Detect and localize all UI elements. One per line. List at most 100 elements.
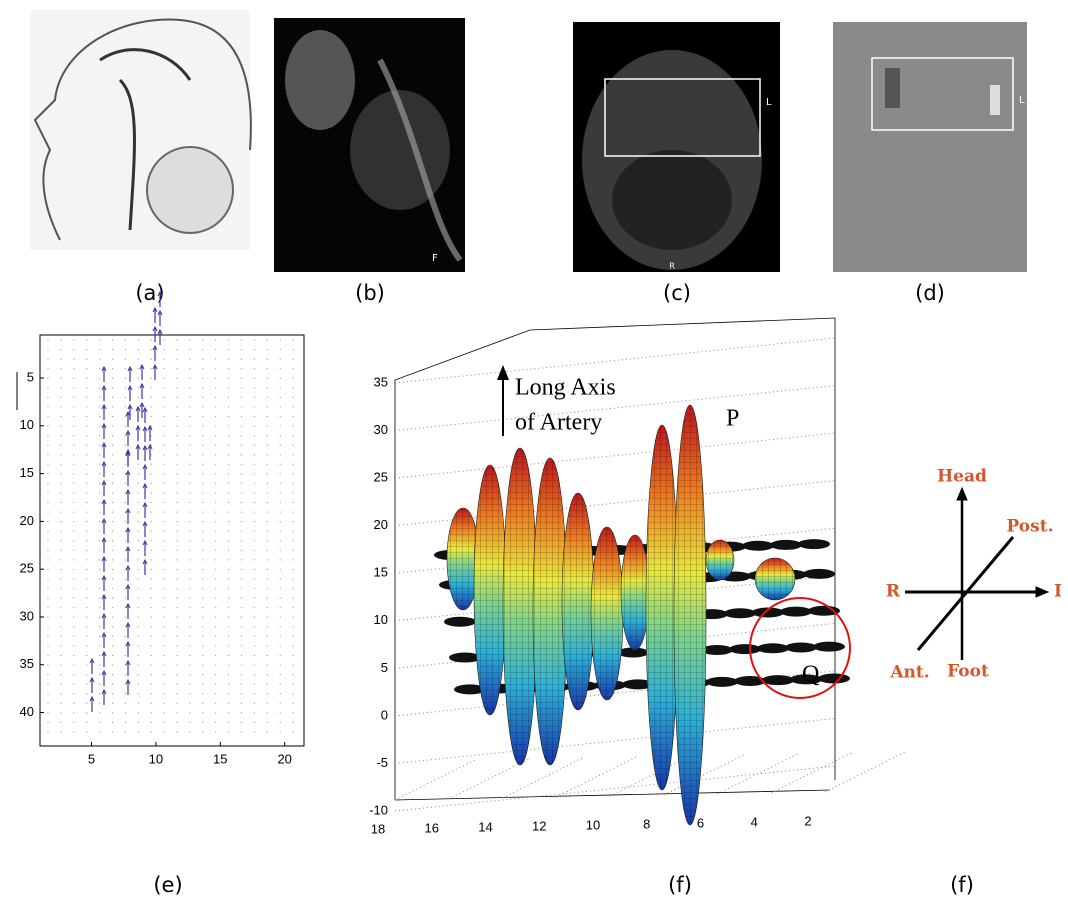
grid-dot	[176, 425, 178, 427]
grid-dot	[111, 482, 114, 484]
y-tick-label: 5	[27, 369, 34, 384]
grid-dot	[111, 664, 114, 666]
grid-dot	[73, 654, 75, 657]
grid-dot	[124, 492, 126, 494]
grid-line	[609, 755, 691, 797]
grid-dot	[163, 454, 165, 456]
grid-dot	[279, 731, 281, 733]
grid-dot	[99, 645, 101, 647]
grid-dot	[47, 578, 49, 580]
grid-dot	[292, 654, 294, 657]
grid-dot	[279, 368, 281, 370]
grid-dot	[47, 702, 49, 704]
grid-dot	[73, 540, 75, 542]
grid-dot	[292, 463, 294, 465]
grid-dot	[292, 607, 294, 609]
grid-dot	[189, 616, 191, 618]
x-tick-label: 10	[149, 751, 163, 766]
grid-dot	[292, 540, 294, 542]
grid-dot	[150, 702, 152, 704]
panel-c-image	[573, 22, 780, 272]
grid-dot	[266, 396, 268, 398]
grid-dot	[163, 616, 165, 618]
grid-line	[394, 717, 836, 764]
mesh	[706, 540, 734, 580]
grid-dot	[150, 626, 152, 628]
grid-dot	[215, 616, 217, 618]
direction-label: Ant.	[889, 663, 929, 683]
grid-dot	[111, 568, 114, 571]
grid-dot	[86, 435, 88, 437]
grid-dot	[292, 635, 294, 637]
grid-dot	[137, 368, 139, 370]
grid-dot	[202, 702, 204, 704]
grid-dot	[189, 693, 191, 695]
grid-dot	[176, 721, 178, 724]
grid-dot	[99, 339, 101, 341]
grid-dot	[99, 654, 101, 657]
grid-dot	[215, 396, 217, 398]
grid-dot	[202, 492, 204, 494]
grid-dot	[137, 578, 139, 580]
y-tick-label: 10	[20, 417, 34, 432]
cross-section	[449, 652, 481, 663]
grid-dot	[189, 377, 191, 379]
grid-dot	[189, 645, 191, 647]
vector-arrowhead	[152, 325, 158, 332]
grid-dot	[124, 702, 126, 704]
grid-dot	[253, 435, 255, 437]
grid-dot	[292, 368, 294, 370]
grid-dot	[163, 406, 165, 408]
grid-dot	[73, 559, 75, 561]
grid-dot	[215, 645, 217, 647]
grid-dot	[202, 387, 204, 389]
grid-dot	[99, 664, 101, 666]
grid-dot	[137, 721, 139, 724]
grid-dot	[73, 702, 75, 704]
grid-dot	[292, 501, 294, 504]
grid-dot	[47, 415, 49, 418]
grid-dot	[266, 387, 268, 389]
grid-dot	[47, 693, 49, 695]
grid-dot	[137, 693, 139, 695]
grid-dot	[189, 406, 191, 408]
grid-dot	[137, 396, 139, 398]
point-label: P	[726, 406, 739, 432]
grid-dot	[202, 339, 204, 341]
direction-label: I	[1054, 582, 1062, 602]
grid-dot	[189, 387, 191, 389]
vector-arrowhead	[125, 640, 131, 647]
grid-dot	[47, 339, 49, 341]
grid-dot	[189, 521, 191, 523]
grid-dot	[163, 463, 165, 465]
grid-dot	[47, 387, 49, 389]
grid-dot	[266, 492, 268, 494]
grid-dot	[253, 463, 255, 465]
grid-line	[394, 765, 836, 812]
grid-dot	[111, 712, 114, 714]
grid-dot	[86, 702, 88, 704]
grid-dot	[292, 674, 294, 676]
grid-dot	[253, 368, 255, 370]
vector-arrowhead	[157, 290, 163, 297]
grid-line	[394, 432, 836, 479]
grid-dot	[176, 654, 178, 657]
grid-dot	[99, 626, 101, 628]
cross-section	[454, 684, 486, 695]
grid-dot	[73, 463, 75, 465]
mesh	[474, 465, 506, 715]
grid-dot	[202, 415, 204, 418]
grid-dot	[202, 664, 204, 666]
cross-section	[757, 643, 789, 654]
z-tick-label: 15	[374, 565, 388, 580]
grid-dot	[86, 540, 88, 542]
grid-dot	[292, 454, 294, 456]
grid-dot	[73, 616, 75, 618]
grid-dot	[266, 368, 268, 370]
grid-dot	[292, 358, 294, 360]
vector-arrowhead	[101, 555, 107, 562]
grid-dot	[124, 396, 126, 398]
grid-dot	[163, 702, 165, 704]
vector-arrowhead	[101, 479, 107, 486]
grid-dot	[292, 568, 294, 571]
